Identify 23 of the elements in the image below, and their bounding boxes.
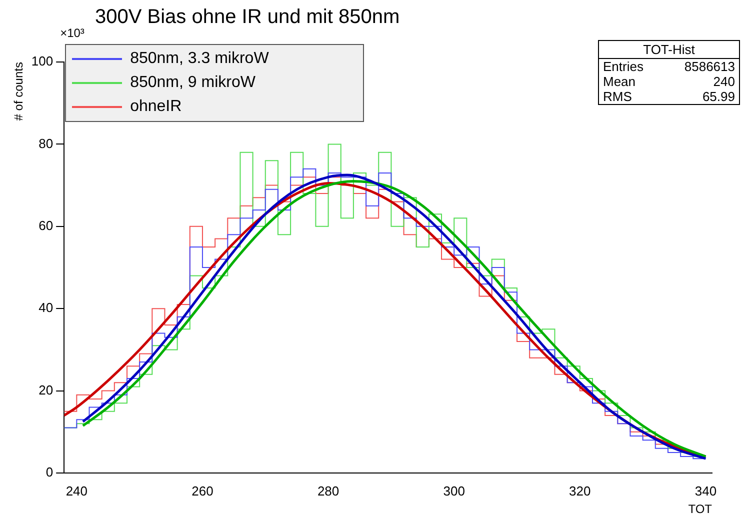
- text: ×10³: [60, 26, 84, 40]
- x-tick-label: 240: [66, 483, 88, 498]
- y-tick-label: 40: [38, 300, 54, 316]
- x-tick-label: 260: [192, 483, 214, 498]
- y-tick-label: 100: [31, 54, 54, 69]
- text: RMS 65.99: [603, 89, 735, 104]
- x-tick-label: 340: [694, 483, 717, 498]
- x-tick-label: 320: [569, 483, 591, 498]
- legend-label: 850nm, 9 mikroW: [130, 74, 256, 92]
- y-axis-title: # of counts: [12, 62, 26, 121]
- text: Mean 240: [603, 74, 735, 89]
- legend-label: ohneIR: [130, 98, 182, 116]
- x-axis-title: TOT: [688, 502, 713, 516]
- x-tick-label: 300: [443, 483, 465, 498]
- legend-label: 850nm, 3.3 mikroW: [130, 50, 269, 68]
- text: TOT-Hist: [599, 41, 739, 59]
- chart-title: 300V Bias ohne IR und mit 850nm: [95, 6, 400, 29]
- y-tick-label: 0: [46, 464, 54, 480]
- y-tick-label: 60: [38, 218, 54, 233]
- y-tick-label: 80: [38, 136, 54, 151]
- x-tick-label: 280: [317, 483, 340, 498]
- text: Entries 8586613: [603, 59, 735, 74]
- y-tick-label: 20: [38, 382, 54, 398]
